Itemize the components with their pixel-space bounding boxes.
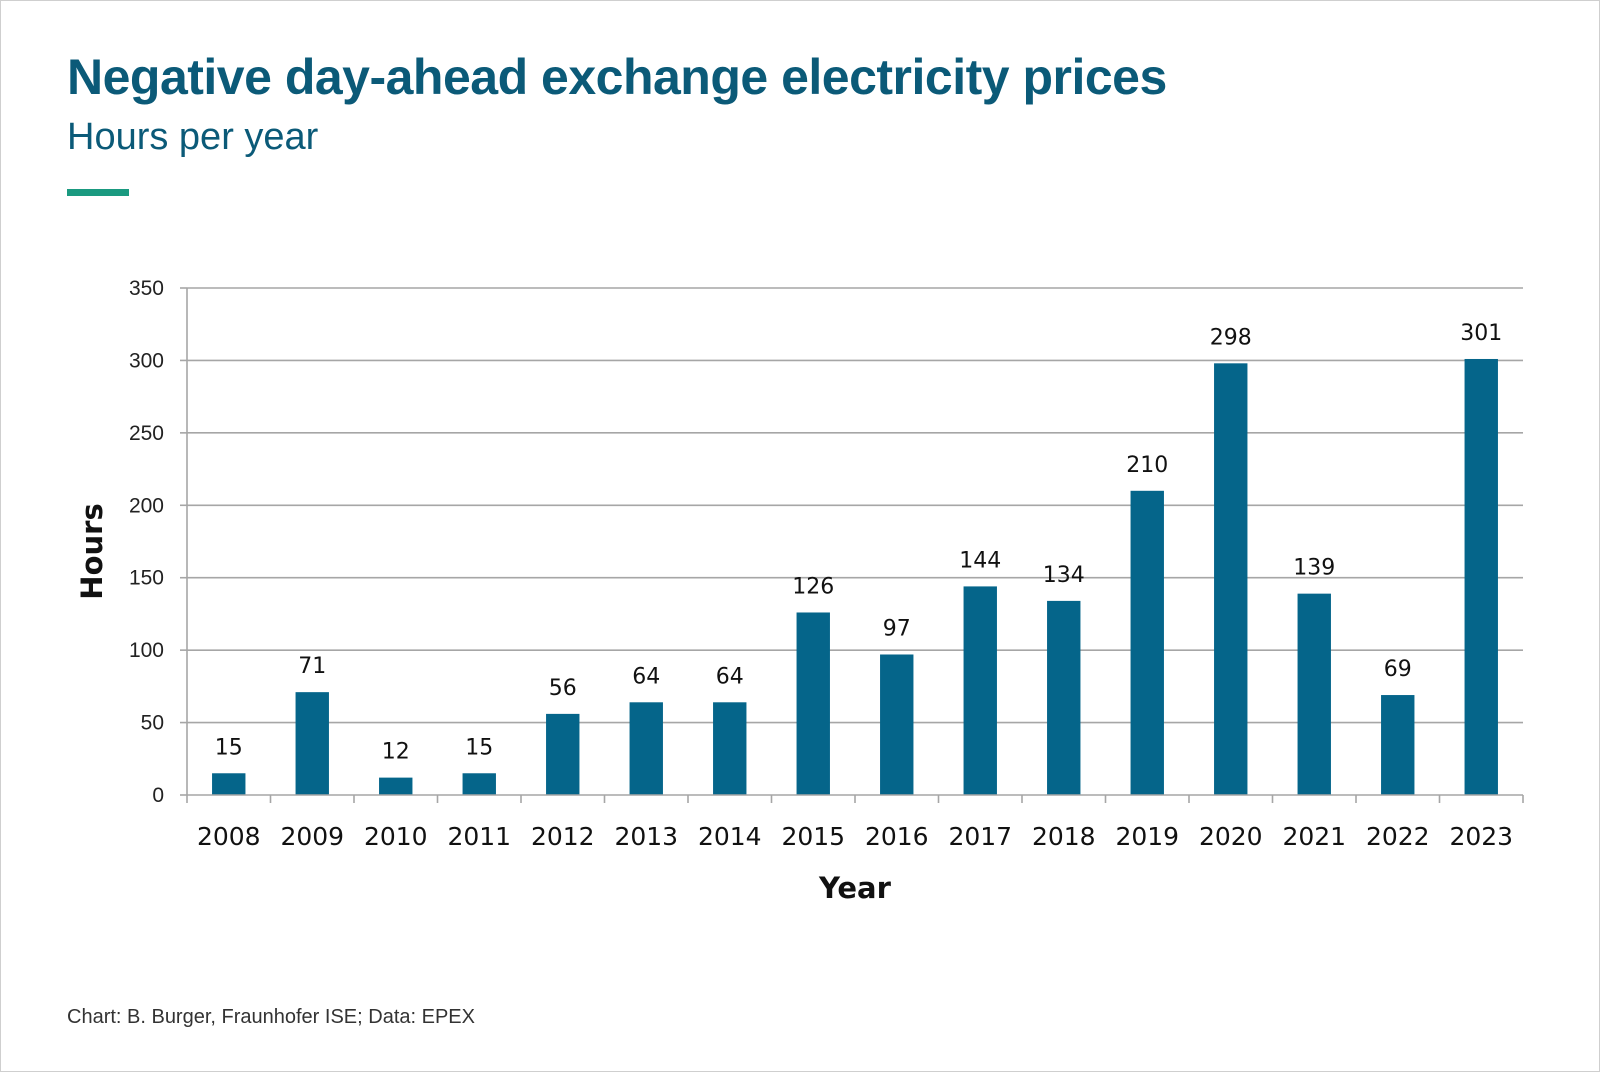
- data-label: 71: [298, 654, 326, 679]
- x-axis-title: Year: [818, 871, 892, 905]
- bar: [546, 713, 580, 795]
- x-tick-label: 2008: [197, 822, 261, 851]
- bar-chart: 0 50 100 150 200 250 300 350 15 2008 71 2009 12 2010 1…: [75, 277, 1524, 905]
- data-label: 56: [549, 676, 577, 701]
- y-tick-label: 300: [129, 349, 164, 372]
- x-tick-label: 2013: [614, 822, 678, 851]
- y-axis-title: Hours: [75, 503, 109, 599]
- bar: [1130, 490, 1164, 795]
- x-tick-label: 2019: [1115, 822, 1179, 851]
- data-label: 15: [465, 735, 493, 760]
- y-tick-label: 350: [129, 277, 164, 300]
- x-tick-label: 2018: [1032, 822, 1096, 851]
- data-label: 97: [883, 616, 911, 641]
- x-tick-label: 2023: [1449, 822, 1513, 851]
- x-tick-label: 2020: [1199, 822, 1263, 851]
- bar: [212, 773, 246, 795]
- data-label: 64: [632, 664, 660, 689]
- data-label: 298: [1210, 325, 1252, 350]
- data-label: 69: [1384, 657, 1412, 682]
- bar: [880, 654, 914, 795]
- accent-underline: [67, 189, 129, 196]
- y-tick-label: 100: [129, 639, 164, 662]
- y-tick-label: 200: [129, 494, 164, 517]
- x-tick-label: 2014: [698, 822, 762, 851]
- bar: [1464, 358, 1498, 795]
- bar: [1214, 363, 1248, 795]
- data-label: 144: [959, 548, 1001, 573]
- source-credit: Chart: B. Burger, Fraunhofer ISE; Data: …: [67, 1006, 475, 1028]
- axes: [180, 287, 1524, 803]
- data-label: 139: [1293, 556, 1335, 581]
- x-tick-label: 2011: [447, 822, 511, 851]
- x-tick-label: 2015: [781, 822, 845, 851]
- x-tick-label: 2012: [531, 822, 595, 851]
- bar: [1297, 593, 1331, 795]
- data-label: 15: [215, 735, 243, 760]
- bars: [212, 358, 1498, 795]
- labels: 0 50 100 150 200 250 300 350 15 2008 71 2009 12 2010 1…: [129, 277, 1513, 851]
- x-tick-label: 2021: [1282, 822, 1346, 851]
- y-tick-label: 150: [129, 567, 164, 590]
- x-tick-label: 2017: [948, 822, 1012, 851]
- bar: [1381, 695, 1415, 795]
- bar: [1047, 600, 1081, 795]
- x-tick-label: 2010: [364, 822, 428, 851]
- data-label: 134: [1043, 563, 1085, 588]
- bar: [963, 586, 997, 795]
- y-tick-label: 250: [129, 422, 164, 445]
- bar: [713, 702, 747, 795]
- data-label: 64: [716, 664, 744, 689]
- bar: [629, 702, 663, 795]
- data-label: 12: [382, 740, 410, 765]
- x-tick-label: 2022: [1366, 822, 1430, 851]
- bar: [379, 777, 413, 795]
- bar: [295, 692, 329, 795]
- y-tick-label: 0: [152, 784, 164, 807]
- x-tick-label: 2009: [280, 822, 344, 851]
- chart-subtitle: Hours per year: [67, 116, 319, 158]
- y-tick-label: 50: [141, 712, 164, 735]
- data-label: 210: [1126, 453, 1168, 478]
- data-label: 301: [1460, 321, 1502, 346]
- bar: [462, 773, 496, 795]
- chart-title: Negative day-ahead exchange electricity …: [67, 49, 1167, 105]
- x-tick-label: 2016: [865, 822, 929, 851]
- data-label: 126: [792, 574, 834, 599]
- bar: [796, 612, 830, 795]
